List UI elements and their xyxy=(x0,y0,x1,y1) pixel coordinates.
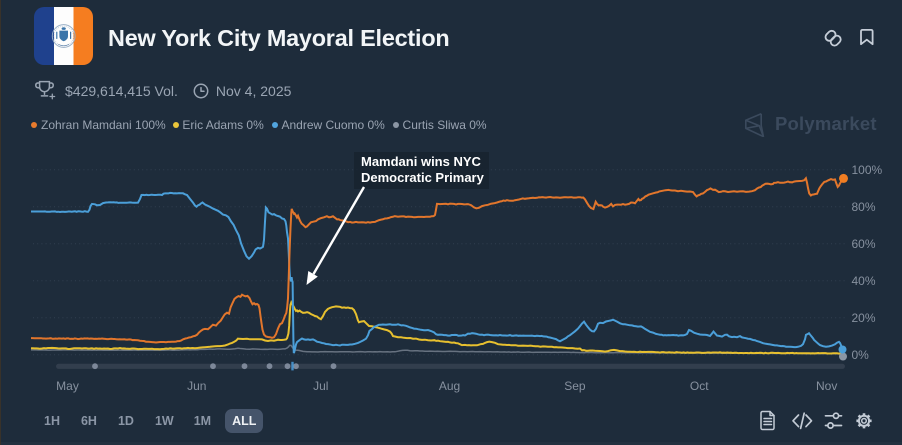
svg-text:100%: 100% xyxy=(852,163,883,177)
svg-text:80%: 80% xyxy=(852,200,876,214)
svg-text:Mamdani wins NYC: Mamdani wins NYC xyxy=(361,154,482,169)
svg-text:40%: 40% xyxy=(852,274,876,288)
svg-text:Oct: Oct xyxy=(690,379,709,393)
svg-text:60%: 60% xyxy=(852,237,876,251)
svg-text:Aug: Aug xyxy=(439,379,460,393)
svg-text:Democratic Primary: Democratic Primary xyxy=(361,170,485,185)
svg-text:May: May xyxy=(56,379,79,393)
svg-text:Jul: Jul xyxy=(313,379,328,393)
svg-text:Nov: Nov xyxy=(816,379,837,393)
svg-text:0%: 0% xyxy=(852,348,870,362)
svg-text:Jun: Jun xyxy=(187,379,206,393)
svg-text:Sep: Sep xyxy=(564,379,586,393)
svg-text:20%: 20% xyxy=(852,311,876,325)
